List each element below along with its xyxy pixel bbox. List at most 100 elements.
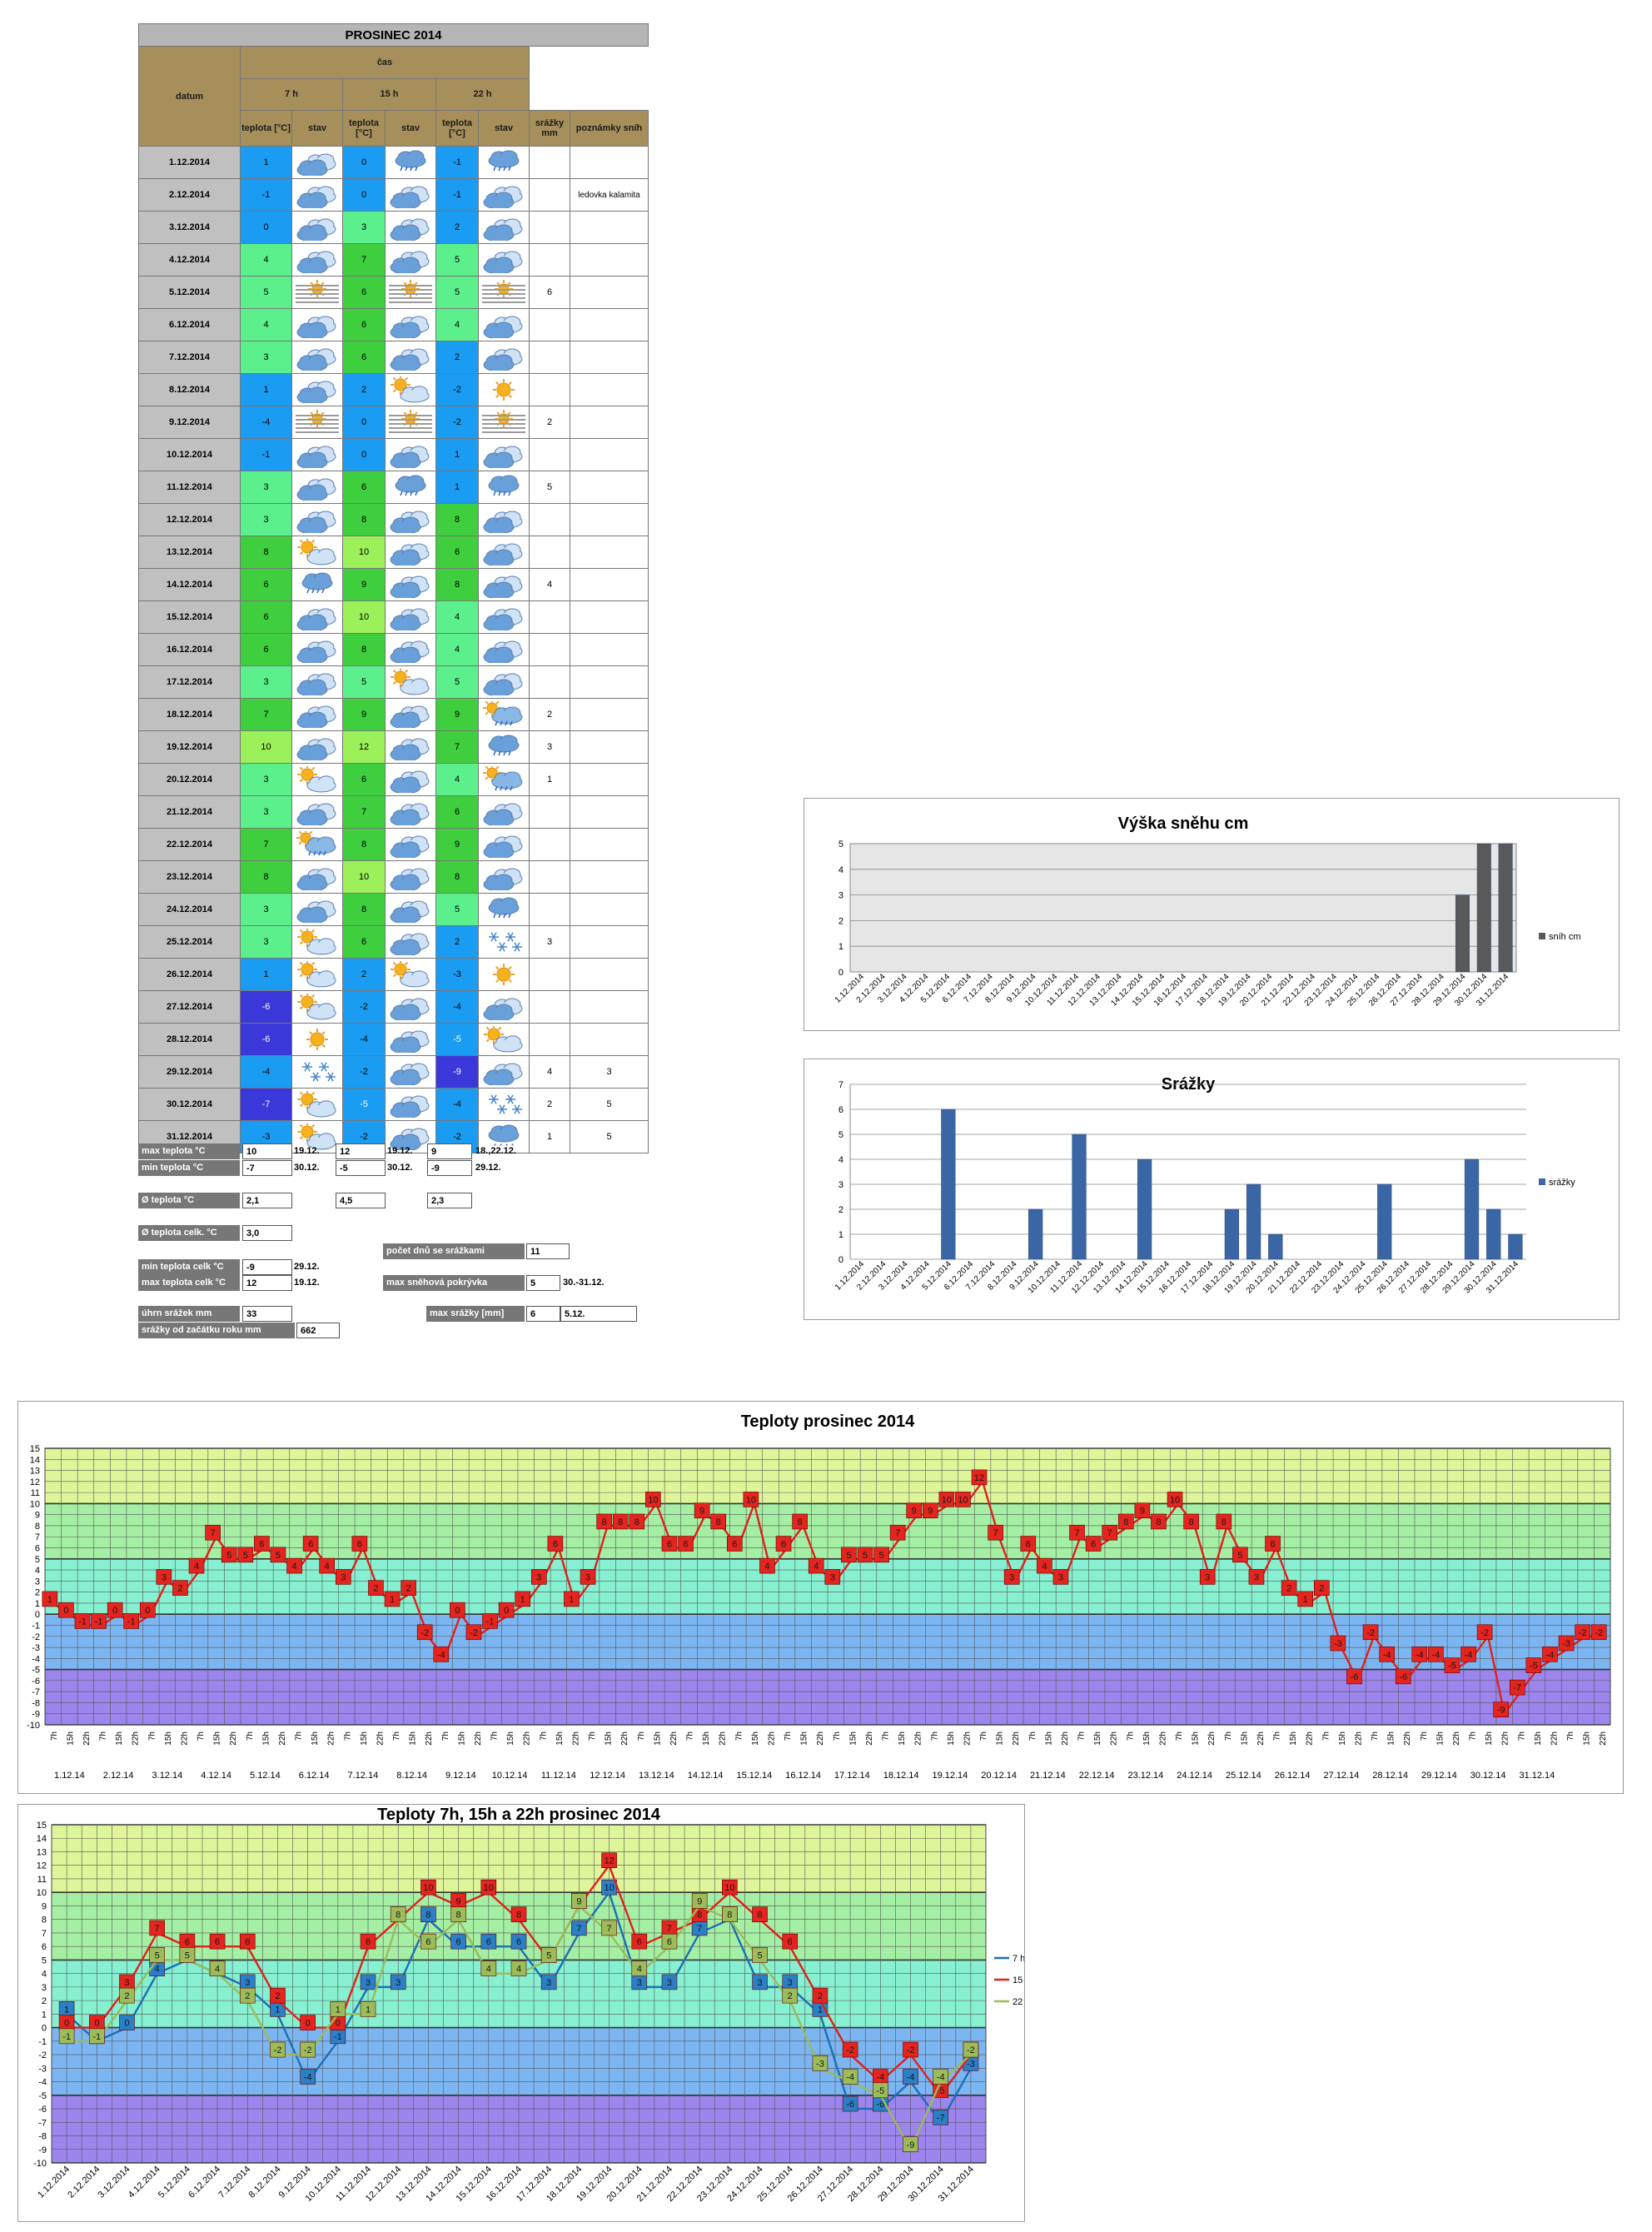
data-label-box bbox=[74, 1613, 91, 1629]
temperature-cell: -2 bbox=[435, 406, 479, 439]
table-row: 30.12.2014 -7 -5 -4 2 5 bbox=[138, 1088, 649, 1121]
temperature-cell: 6 bbox=[240, 568, 292, 601]
data-label: 8 bbox=[1123, 1517, 1128, 1527]
x-day-label: 31.12.14 bbox=[1519, 1771, 1555, 1781]
data-label-box bbox=[1052, 1569, 1069, 1585]
weather-fog-icon bbox=[478, 406, 530, 439]
row-date: 4.12.2014 bbox=[138, 243, 241, 277]
precip-cell bbox=[529, 1023, 570, 1056]
table-row: 27.12.2014 -6 -2 -4 bbox=[138, 990, 649, 1024]
data-label-box bbox=[1444, 1657, 1460, 1673]
weather-cloud-icon bbox=[291, 308, 343, 341]
row-date: 8.12.2014 bbox=[138, 373, 241, 406]
data-label-box bbox=[873, 2082, 888, 2099]
data-label-box bbox=[302, 1536, 319, 1552]
table-row: 26.12.2014 1 2 -3 bbox=[138, 958, 649, 991]
temperature-cell: 7 bbox=[240, 698, 292, 731]
data-label-box bbox=[335, 1569, 351, 1585]
x-slot-label: 22h bbox=[523, 1731, 532, 1746]
x-slot-label: 15h bbox=[1338, 1731, 1347, 1746]
weather-cloud-icon bbox=[478, 308, 530, 341]
svg-text:*: * bbox=[505, 1143, 508, 1150]
note-cell: ledovka kalamita bbox=[570, 178, 649, 212]
data-label-box bbox=[1297, 1591, 1314, 1607]
table-title: PROSINEC 2014 bbox=[138, 23, 649, 47]
weather-cloud-icon bbox=[291, 146, 343, 179]
data-label: 7 bbox=[155, 1924, 160, 1934]
data-label-box bbox=[221, 1547, 237, 1563]
bar bbox=[1476, 843, 1491, 973]
y-tick-label: -3 bbox=[38, 2064, 47, 2074]
data-label: 0 bbox=[112, 1606, 117, 1616]
data-label: 2 bbox=[818, 1991, 823, 2001]
data-label: 6 bbox=[667, 1540, 672, 1550]
data-label: 6 bbox=[486, 1937, 491, 1947]
x-day-label: 1.12.14 bbox=[54, 1771, 85, 1781]
data-label: 10 bbox=[942, 1495, 952, 1505]
data-label: -2 bbox=[1579, 1628, 1587, 1638]
data-label: 0 bbox=[94, 2019, 99, 2029]
y-tick-label: 0 bbox=[42, 2024, 47, 2034]
x-slot-label: 22h bbox=[1061, 1731, 1070, 1746]
header-teplota-7h: teplota [°C] bbox=[240, 110, 292, 147]
data-label: 4 bbox=[194, 1562, 199, 1572]
plot-area bbox=[849, 843, 1517, 973]
stat-min-7h-date: 30.12. bbox=[294, 1163, 320, 1173]
x-slot-label: 7h bbox=[784, 1731, 793, 1741]
temperature-cell: 3 bbox=[240, 925, 292, 959]
precip-cell bbox=[529, 600, 570, 634]
temperature-cell: -1 bbox=[240, 178, 292, 212]
data-label-box bbox=[842, 2041, 858, 2058]
row-date: 16.12.2014 bbox=[138, 633, 241, 666]
temperature-cell: 6 bbox=[342, 925, 386, 959]
temperature-cell: 6 bbox=[240, 633, 292, 666]
weather-cloud-icon bbox=[385, 1023, 436, 1056]
data-label: 2 bbox=[1286, 1584, 1291, 1594]
snow-cell bbox=[570, 795, 649, 829]
snow-cell bbox=[570, 503, 649, 536]
temperature-cell: -6 bbox=[240, 1023, 292, 1056]
data-label: 2 bbox=[788, 1991, 793, 2001]
stat-maxrain: 6 bbox=[526, 1306, 560, 1322]
temperature-cell: 7 bbox=[342, 795, 386, 829]
y-tick-label: -10 bbox=[27, 1721, 40, 1731]
x-slot-label: 15h bbox=[311, 1731, 320, 1746]
data-label: 0 bbox=[64, 2019, 69, 2029]
weather-rain-icon bbox=[478, 893, 530, 926]
data-label: 7 bbox=[607, 1924, 612, 1934]
x-slot-label: 15h bbox=[1142, 1731, 1152, 1746]
x-slot-label: 7h bbox=[686, 1731, 695, 1741]
x-slot-label: 15h bbox=[751, 1731, 760, 1746]
x-slot-label: 22h bbox=[1550, 1731, 1559, 1746]
row-date: 30.12.2014 bbox=[138, 1088, 241, 1121]
data-label: -5 bbox=[876, 2086, 884, 2096]
stat-minall-date: 29.12. bbox=[294, 1262, 320, 1272]
weather-partly-icon bbox=[291, 1088, 343, 1121]
x-slot-label: 7h bbox=[392, 1731, 401, 1741]
weather-cloud-icon bbox=[385, 795, 436, 829]
bar bbox=[1246, 1183, 1261, 1260]
data-label: 5 bbox=[878, 1551, 883, 1561]
data-label: 4 bbox=[325, 1562, 330, 1572]
data-label-box bbox=[1509, 1679, 1525, 1696]
weather-cloud-icon bbox=[385, 178, 436, 212]
stat-avg-7h: 2,1 bbox=[242, 1193, 292, 1208]
data-label-box bbox=[842, 2095, 858, 2112]
x-tick-label: 3.12.2014 bbox=[97, 2165, 132, 2200]
snow-cell bbox=[570, 308, 649, 341]
x-slot-label: 22h bbox=[719, 1731, 728, 1746]
temperature-cell: 9 bbox=[435, 698, 479, 731]
temperature-cell: -9 bbox=[435, 1055, 479, 1089]
chart-title: Teploty 7h, 15h a 22h prosinec 2014 bbox=[377, 1806, 661, 1824]
data-label: 1 bbox=[64, 2005, 69, 2015]
temperature-cell: 0 bbox=[342, 438, 386, 471]
bar bbox=[1455, 894, 1470, 973]
data-label: -1 bbox=[486, 1617, 495, 1627]
y-tick-label: 1 bbox=[838, 942, 843, 952]
stat-max-7h-date: 19.12. bbox=[294, 1146, 320, 1156]
row-date: 19.12.2014 bbox=[138, 730, 241, 764]
weather-cloud-icon bbox=[385, 1055, 436, 1089]
data-label-box bbox=[172, 1580, 188, 1596]
data-label-box bbox=[775, 1536, 792, 1552]
weather-partlyrain-icon bbox=[478, 763, 530, 796]
